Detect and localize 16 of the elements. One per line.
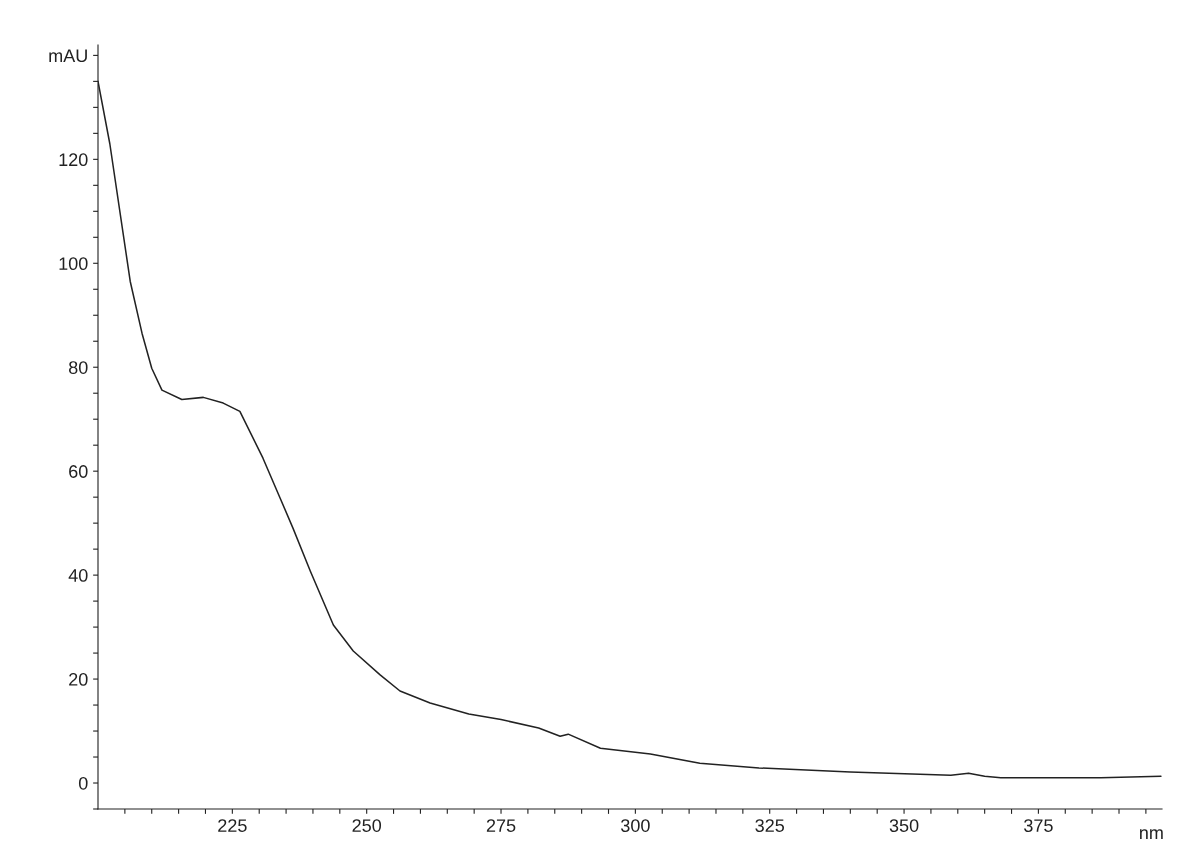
x-axis-title: nm [1140,829,1163,839]
x-tick-label: 275 [486,819,516,832]
y-tick-label: 60 [69,465,88,478]
y-tick-label: 20 [69,673,88,686]
x-tick-label: 350 [889,819,919,832]
x-tick-label: 225 [218,819,247,832]
y-tick-label: mAU [49,49,87,63]
y-tick-label: 120 [59,153,88,167]
x-tick-label: 250 [352,819,382,832]
y-tick-label: 80 [68,361,88,374]
x-tick-label: 300 [621,819,650,832]
y-tick-label: 100 [59,257,88,271]
x-tick-label: 375 [1024,819,1053,832]
x-tick-label: 325 [755,819,785,832]
y-tick-label: 0 [78,776,88,790]
y-tick-label: 40 [68,569,88,582]
